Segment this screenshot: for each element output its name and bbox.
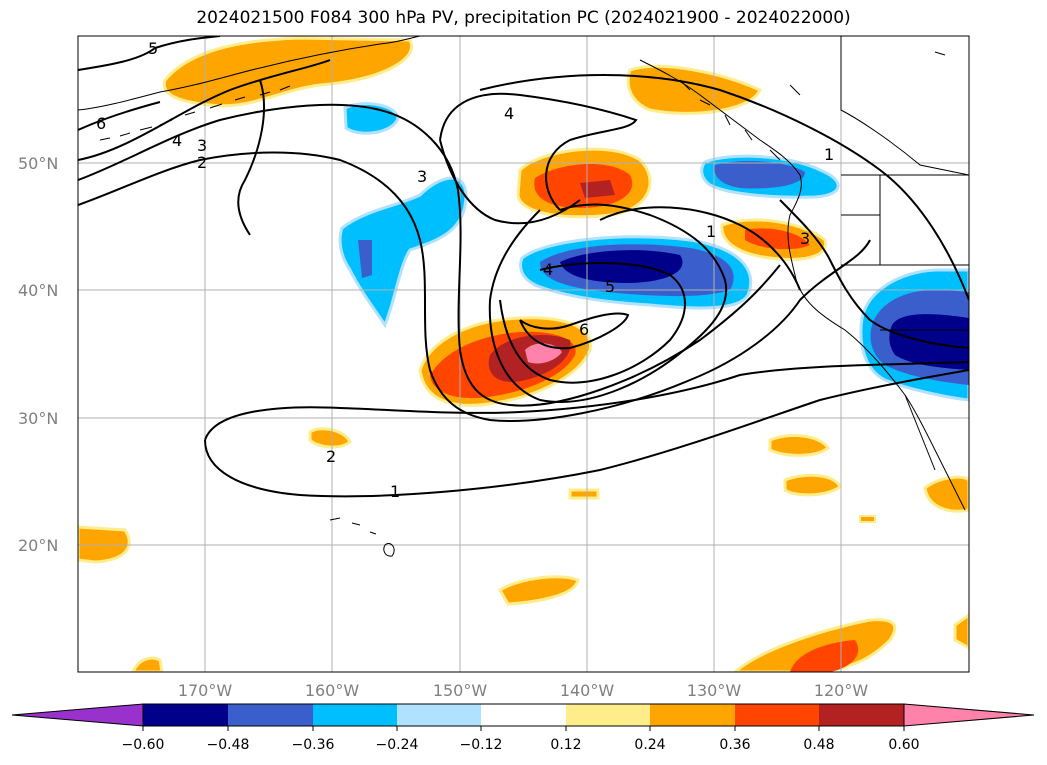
precip-positive-area <box>953 613 969 650</box>
precip-negative-area <box>338 176 468 329</box>
lon-label-120w: 120°W <box>814 681 869 700</box>
precip-positive-area <box>745 228 810 250</box>
colorbar-swatch <box>735 704 819 726</box>
precip-positive-area <box>568 488 600 500</box>
southeast-alaska-islands <box>679 51 946 161</box>
lat-label-40n: 40°N <box>18 281 58 300</box>
precip-positive-area <box>580 180 615 198</box>
pv-contour-1 <box>204 369 969 498</box>
colorbar-swatch <box>481 704 566 726</box>
lon-label-150w: 150°W <box>433 681 488 700</box>
hawaii-islands <box>329 517 395 557</box>
state-border <box>841 175 969 266</box>
precip-positive-area <box>308 427 352 449</box>
pv-contour-trough <box>779 199 969 349</box>
precip-positive-area <box>859 515 876 523</box>
contour-label: 6 <box>579 320 589 339</box>
lon-labels: 170°W 160°W 150°W 140°W 130°W 120°W <box>178 681 869 700</box>
colorbar-swatch <box>819 704 904 726</box>
colorbar-label: 0.60 <box>888 737 919 753</box>
pv-contours <box>78 36 969 498</box>
colorbar-swatch <box>313 704 397 726</box>
pv-contour-1 <box>204 361 969 441</box>
lon-label-130w: 130°W <box>687 681 742 700</box>
lat-labels: 20°N 30°N 40°N 50°N <box>18 154 58 555</box>
precip-positive-area <box>783 473 842 497</box>
contour-label: 1 <box>706 222 716 241</box>
colorbar-label: −0.60 <box>122 737 165 753</box>
contour-label: 4 <box>504 104 514 123</box>
contour-label: 5 <box>148 39 158 58</box>
canada-inland-border <box>840 36 969 176</box>
lat-label-50n: 50°N <box>18 154 58 173</box>
contour-label: 2 <box>197 153 207 172</box>
lat-label-30n: 30°N <box>18 409 58 428</box>
contour-label: 4 <box>172 131 182 150</box>
pacific-northwest-coast <box>639 59 966 511</box>
lon-label-160w: 160°W <box>305 681 360 700</box>
colorbar-label: −0.24 <box>376 737 419 753</box>
colorbar-extend-max <box>903 703 1035 727</box>
colorbar: −0.60 −0.48 −0.36 −0.24 −0.12 0.12 0.24 … <box>11 703 1035 753</box>
colorbar-swatch <box>397 704 481 726</box>
colorbar-swatch <box>566 704 650 726</box>
colorbar-label: −0.12 <box>460 737 503 753</box>
precip-negative-area <box>560 250 683 283</box>
precip-positive-area <box>923 475 969 513</box>
pv-contour-4 <box>439 92 638 211</box>
precip-shading <box>78 36 969 672</box>
colorbar-label: 0.24 <box>634 737 665 753</box>
colorbar-extend-min <box>11 703 144 727</box>
colorbar-label: 0.48 <box>803 737 834 753</box>
pv-contour-4 <box>78 59 728 403</box>
colorbar-label: −0.36 <box>292 737 335 753</box>
contour-labels: 5 6 4 3 2 4 3 1 1 3 4 5 6 2 1 <box>96 39 834 501</box>
baja-california <box>904 394 936 471</box>
precip-negative-area <box>358 240 372 278</box>
pv-contour-3 <box>78 103 781 407</box>
contour-label: 1 <box>824 145 834 164</box>
contour-label: 4 <box>543 260 553 279</box>
colorbar-swatch <box>143 704 228 726</box>
precip-positive-area <box>131 656 164 672</box>
lon-label-170w: 170°W <box>178 681 233 700</box>
contour-label: 3 <box>417 167 427 186</box>
coastlines <box>78 36 969 557</box>
pv-contour-2 <box>78 151 871 422</box>
alaska-coast <box>78 36 421 111</box>
map-title: 2024021500 F084 300 hPa PV, precipitatio… <box>196 8 851 28</box>
colorbar-swatch <box>650 704 735 726</box>
precip-positive-area <box>525 343 562 364</box>
colorbar-label: 0.12 <box>550 737 581 753</box>
colorbar-label: −0.48 <box>207 737 250 753</box>
pv-contour-5 <box>78 36 686 384</box>
graticule <box>78 36 969 672</box>
contour-label: 3 <box>800 229 810 248</box>
map-frame <box>77 35 970 673</box>
contour-label: 6 <box>96 114 106 133</box>
contour-label: 3 <box>197 136 207 155</box>
precip-positive-area <box>497 575 580 606</box>
pv-contour-wave <box>237 79 801 291</box>
contour-label: 2 <box>326 447 336 466</box>
colorbar-swatch <box>228 704 313 726</box>
precip-positive-area <box>768 434 830 457</box>
precip-negative-area <box>714 160 805 189</box>
lon-label-140w: 140°W <box>560 681 615 700</box>
contour-label: 5 <box>605 277 615 296</box>
pv-contour-6 <box>78 101 630 350</box>
pv-contour-1 <box>479 74 969 301</box>
colorbar-label: 0.36 <box>719 737 750 753</box>
contour-label: 1 <box>390 482 400 501</box>
lat-label-20n: 20°N <box>18 536 58 555</box>
